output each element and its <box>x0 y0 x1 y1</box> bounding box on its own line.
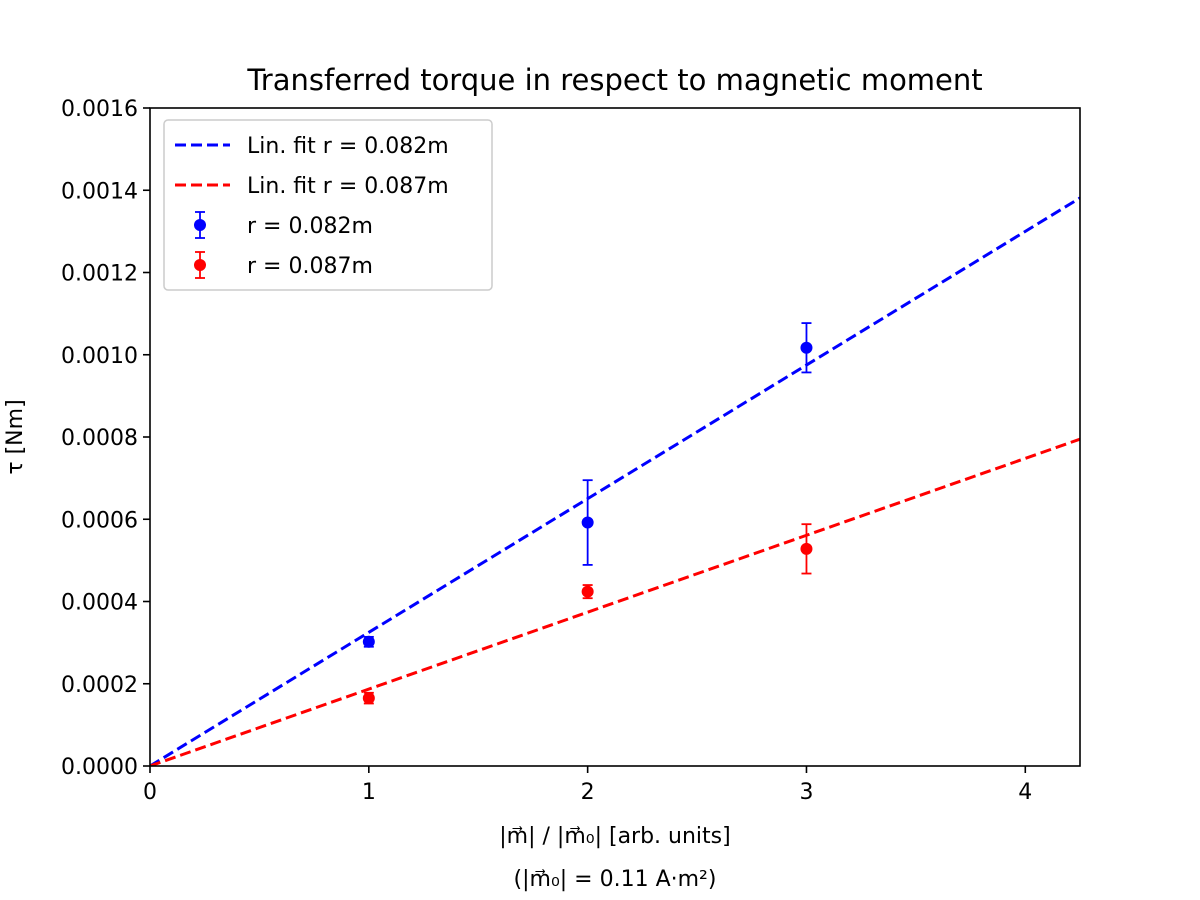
y-tick-label: 0.0004 <box>61 591 138 616</box>
legend-label: Lin. fit r = 0.082m <box>247 134 449 159</box>
legend-point-swatch <box>194 219 206 231</box>
fit-line-0 <box>150 196 1080 766</box>
series-0 <box>362 322 813 648</box>
y-tick-label: 0.0010 <box>61 344 138 369</box>
y-tick-label: 0.0006 <box>61 508 138 533</box>
data-point <box>800 341 813 354</box>
y-axis-label: τ [Nm] <box>3 399 28 474</box>
legend-box <box>163 119 493 291</box>
legend-label: r = 0.082m <box>247 214 373 239</box>
y-tick-label: 0.0012 <box>61 262 138 287</box>
y-tick-label: 0.0008 <box>61 426 138 451</box>
chart-title: Transferred torque in respect to magneti… <box>246 63 982 97</box>
fit-lines <box>150 196 1080 766</box>
y-axis: 0.0000 0.0002 0.0004 0.0006 0.0008 0.0010 0.00… <box>61 97 150 780</box>
y-tick-label: 0.0000 <box>61 755 138 780</box>
x-tick-label: 4 <box>1018 780 1032 805</box>
y-tick-label: 0.0016 <box>61 97 138 122</box>
data-point <box>362 692 375 705</box>
series-1 <box>362 523 813 705</box>
y-tick-label: 0.0014 <box>61 179 138 204</box>
y-tick-label: 0.0002 <box>61 673 138 698</box>
legend-label: r = 0.087m <box>247 254 373 279</box>
legend: Lin. fit r = 0.082m Lin. fit r = 0.087m r … <box>163 119 493 291</box>
fit-line-1 <box>150 437 1080 766</box>
data-point <box>581 516 594 529</box>
legend-point-swatch <box>194 259 206 271</box>
x-tick-label: 0 <box>143 780 157 805</box>
x-axis-label-line2: (|m⃗₀| = 0.11 A·m²) <box>514 867 717 892</box>
data-point <box>581 585 594 598</box>
x-axis-label: |m⃗| / |m⃗₀| [arb. units] <box>499 824 730 849</box>
legend-label: Lin. fit r = 0.087m <box>247 174 449 199</box>
x-tick-label: 3 <box>799 780 813 805</box>
x-tick-label: 2 <box>581 780 595 805</box>
x-axis: 0 1 2 3 4 <box>143 766 1032 805</box>
data-point <box>800 542 813 555</box>
x-tick-label: 1 <box>362 780 376 805</box>
data-point <box>362 635 375 648</box>
